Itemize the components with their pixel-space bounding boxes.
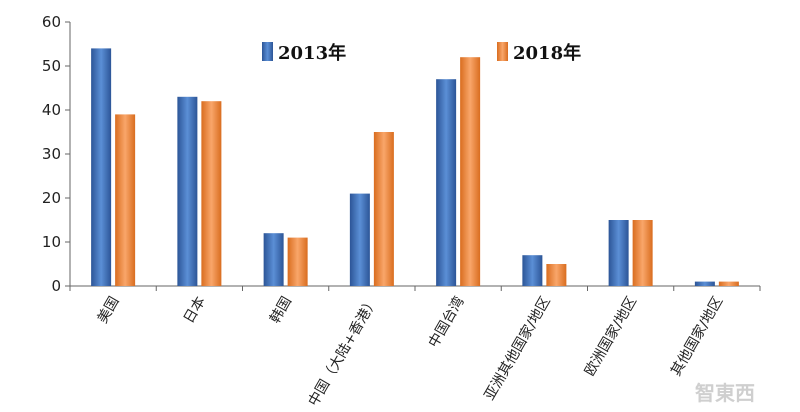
bar-2018年-亚洲其他国家/地区 — [546, 264, 567, 286]
bar-2018年-韩国 — [287, 237, 308, 286]
x-category-label: 欧洲国家/地区 — [581, 294, 640, 379]
y-tick-label: 30 — [42, 145, 61, 163]
legend-swatch-1 — [497, 42, 508, 61]
axes — [69, 22, 760, 287]
x-category-label: 日本 — [181, 294, 209, 326]
bar-2018年-中国（大陆+香港） — [373, 132, 394, 286]
bar-2013年-韩国 — [263, 233, 284, 286]
x-category-label: 中国（大陆+香港） — [306, 294, 382, 409]
bar-2013年-欧洲国家/地区 — [608, 220, 629, 286]
y-tick-label: 20 — [42, 189, 61, 207]
bar-2018年-其他国家/地区 — [718, 281, 739, 286]
bar-2018年-欧洲国家/地区 — [632, 220, 653, 286]
y-ticks: 0 10 20 30 40 50 60 — [42, 13, 70, 295]
bars — [91, 48, 739, 287]
y-tick-label: 60 — [42, 13, 61, 31]
bar-2013年-日本 — [177, 96, 198, 286]
x-category-label: 中国台湾 — [425, 294, 468, 351]
bar-2013年-美国 — [91, 48, 112, 287]
y-tick-label: 0 — [51, 277, 61, 295]
bar-2013年-亚洲其他国家/地区 — [522, 255, 543, 286]
watermark-logo: 智東西 — [695, 381, 755, 405]
legend-item-1: 2018年 — [497, 42, 581, 64]
y-tick-label: 40 — [42, 101, 61, 119]
x-category-label: 其他国家/地区 — [667, 294, 726, 379]
watermark-text: 智東西 — [695, 381, 755, 405]
bar-2018年-美国 — [115, 114, 136, 287]
x-ticks — [69, 286, 761, 291]
y-tick-label: 10 — [42, 233, 61, 251]
x-labels: 美国 日本 韩国 中国（大陆+香港） 中国台湾 亚洲其他国家/地区 欧洲国家/地区 其他国家/… — [95, 294, 727, 410]
legend-label-0: 2013年 — [278, 42, 346, 64]
bar-2013年-中国台湾 — [436, 79, 457, 286]
legend: 2013年 2018年 — [262, 42, 581, 64]
legend-item-0: 2013年 — [262, 42, 346, 64]
x-category-label: 韩国 — [267, 294, 295, 326]
bar-2013年-中国（大陆+香港） — [349, 193, 370, 286]
bar-2018年-中国台湾 — [460, 57, 481, 287]
legend-label-1: 2018年 — [513, 42, 581, 64]
x-category-label: 美国 — [95, 294, 123, 326]
x-category-label: 亚洲其他国家/地区 — [481, 294, 554, 404]
y-tick-label: 50 — [42, 57, 61, 75]
bar-2018年-日本 — [201, 101, 222, 286]
legend-swatch-0 — [262, 42, 273, 61]
bar-2013年-其他国家/地区 — [694, 281, 715, 286]
